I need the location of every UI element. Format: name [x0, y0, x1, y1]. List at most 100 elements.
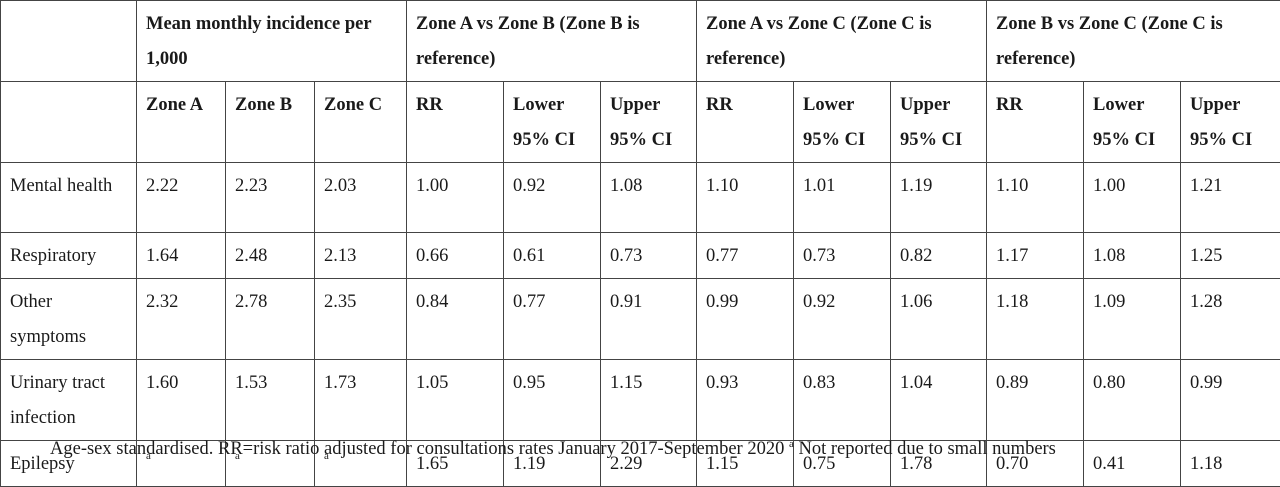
header-b-vs-c-text: Zone B vs Zone C (Zone C is reference) [996, 14, 1223, 69]
value-cell: 0.77 [697, 233, 794, 279]
sub-header-cell-text: RR [996, 95, 1023, 115]
row-label-cell: Mental health [1, 163, 137, 233]
sub-header-cell: RR [407, 82, 504, 163]
value-cell-text: 0.84 [416, 292, 448, 312]
value-cell: 1.00 [1084, 163, 1181, 233]
value-cell-text: 1.04 [900, 373, 932, 393]
value-cell-text: 1.08 [1093, 246, 1125, 266]
value-cell-text: 0.92 [513, 176, 545, 196]
value-cell: 0.92 [504, 163, 601, 233]
footnote-marker: a [789, 438, 794, 450]
sub-header-cell-text: Upper 95% CI [900, 95, 962, 150]
value-cell-text: 1.17 [996, 246, 1028, 266]
value-cell: 1.19 [891, 163, 987, 233]
footnote-marker-text: Not reported due to small numbers [798, 439, 1055, 459]
sub-header-cell: Lower 95% CI [1084, 82, 1181, 163]
value-cell: 1.60 [137, 360, 226, 441]
value-cell: 0.66 [407, 233, 504, 279]
value-cell-text: 1.00 [416, 176, 448, 196]
row-label-cell-text: Respiratory [10, 246, 96, 266]
value-cell: 0.73 [794, 233, 891, 279]
row-label-cell: Respiratory [1, 233, 137, 279]
header-a-vs-c-text: Zone A vs Zone C (Zone C is reference) [706, 14, 932, 69]
row-label-cell-text: Other symptoms [10, 292, 86, 347]
value-cell: 1.08 [1084, 233, 1181, 279]
value-cell-text: 1.21 [1190, 176, 1222, 196]
header-a-vs-b: Zone A vs Zone B (Zone B is reference) [407, 1, 697, 82]
sub-header-cell-text: Upper 95% CI [610, 95, 672, 150]
sub-header-cell: Upper 95% CI [891, 82, 987, 163]
value-cell: 2.78 [226, 279, 315, 360]
sub-header-cell: RR [697, 82, 794, 163]
header-mean-incidence: Mean monthly incidence per 1,000 [137, 1, 407, 82]
row-label-cell-text: Urinary tract infection [10, 373, 105, 428]
row-label-cell: Urinary tract infection [1, 360, 137, 441]
value-cell-text: 0.91 [610, 292, 642, 312]
value-cell: 0.84 [407, 279, 504, 360]
value-cell-text: 1.10 [706, 176, 738, 196]
sub-header-cell: RR [987, 82, 1084, 163]
value-cell: 1.64 [137, 233, 226, 279]
table-row: Other symptoms 2.32 2.78 2.35 0.84 0.77 0.91 0.… [1, 279, 1280, 360]
value-cell: 1.06 [891, 279, 987, 360]
value-cell-text: 1.25 [1190, 246, 1222, 266]
value-cell-text: 1.73 [324, 373, 356, 393]
sub-header-cell-text: Lower 95% CI [1093, 95, 1155, 150]
value-cell-text: 1.06 [900, 292, 932, 312]
value-cell: 1.10 [697, 163, 794, 233]
sub-header-cell-text: RR [706, 95, 733, 115]
value-cell: 0.99 [697, 279, 794, 360]
row-label-cell-text: Mental health [10, 176, 112, 196]
value-cell: 1.10 [987, 163, 1084, 233]
sub-header-cell-text: Zone C [324, 95, 382, 115]
value-cell: 2.35 [315, 279, 407, 360]
value-cell: 2.48 [226, 233, 315, 279]
sub-header-cell: Lower 95% CI [504, 82, 601, 163]
value-cell-text: 2.32 [146, 292, 178, 312]
sub-header-cell-text: RR [416, 95, 443, 115]
header-a-vs-b-text: Zone A vs Zone B (Zone B is reference) [416, 14, 640, 69]
value-cell-text: 0.77 [513, 292, 545, 312]
value-cell-text: 0.99 [1190, 373, 1222, 393]
value-cell-text: 0.93 [706, 373, 738, 393]
value-cell-text: 0.83 [803, 373, 835, 393]
row-label-cell: Other symptoms [1, 279, 137, 360]
value-cell: 1.53 [226, 360, 315, 441]
value-cell: 1.73 [315, 360, 407, 441]
value-cell-text: 1.09 [1093, 292, 1125, 312]
value-cell: 0.95 [504, 360, 601, 441]
sub-header-cell [1, 82, 137, 163]
sub-header-cell: Zone B [226, 82, 315, 163]
value-cell-text: 0.95 [513, 373, 545, 393]
sub-header-cell: Lower 95% CI [794, 82, 891, 163]
value-cell: 1.00 [407, 163, 504, 233]
value-cell-text: 1.18 [996, 292, 1028, 312]
footnote-text: Age-sex standardised. RR=risk ratio adju… [50, 439, 784, 459]
header-b-vs-c: Zone B vs Zone C (Zone C is reference) [987, 1, 1280, 82]
sub-header-cell: Upper 95% CI [601, 82, 697, 163]
value-cell-text: 0.73 [610, 246, 642, 266]
value-cell: 0.91 [601, 279, 697, 360]
value-cell: 1.04 [891, 360, 987, 441]
value-cell-text: 0.77 [706, 246, 738, 266]
value-cell: 0.80 [1084, 360, 1181, 441]
value-cell: 0.93 [697, 360, 794, 441]
value-cell: 2.13 [315, 233, 407, 279]
sub-header-cell: Zone A [137, 82, 226, 163]
value-cell-text: 2.23 [235, 176, 267, 196]
value-cell-text: 2.48 [235, 246, 267, 266]
value-cell-text: 2.35 [324, 292, 356, 312]
value-cell-text: 1.01 [803, 176, 835, 196]
sub-header-cell: Upper 95% CI [1181, 82, 1280, 163]
value-cell: 0.99 [1181, 360, 1280, 441]
header-a-vs-c: Zone A vs Zone C (Zone C is reference) [697, 1, 987, 82]
sub-header-cell: Zone C [315, 82, 407, 163]
value-cell-text: 1.10 [996, 176, 1028, 196]
